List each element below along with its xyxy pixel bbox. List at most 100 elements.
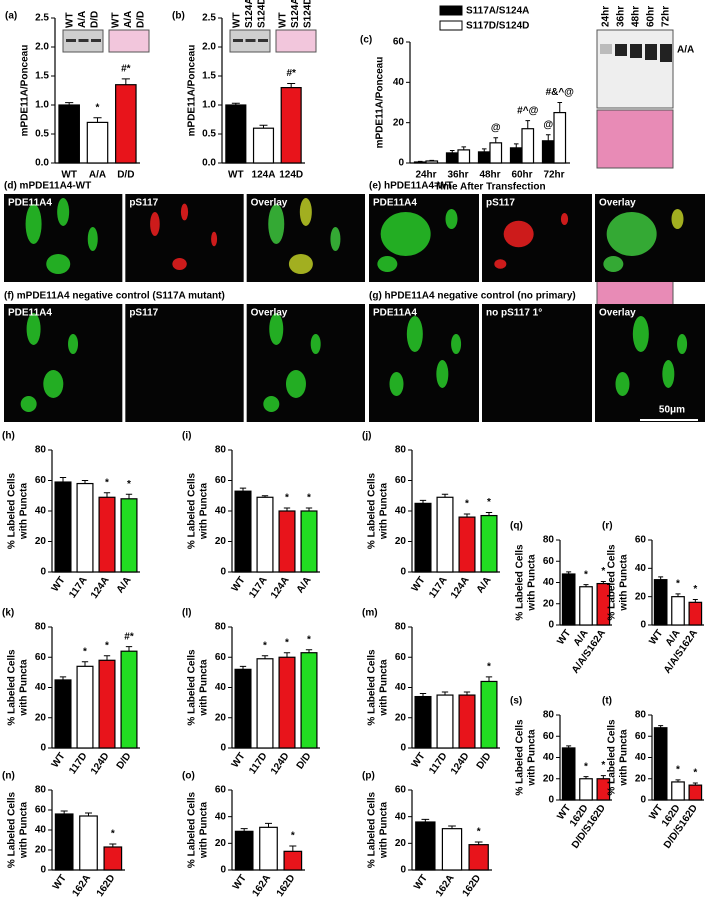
significance-marker: * xyxy=(111,829,115,840)
legend-swatch xyxy=(439,5,463,16)
y-axis-label: with Puncta xyxy=(379,483,390,541)
western-blot xyxy=(596,29,674,109)
cell xyxy=(606,212,657,256)
y-tick-label: 60 xyxy=(395,652,407,663)
error-bar xyxy=(441,493,449,498)
x-tick-label: 162A xyxy=(70,873,93,899)
y-tick-label: 40 xyxy=(543,577,555,588)
y-tick-label: 20 xyxy=(635,591,647,602)
y-tick-label: 60 xyxy=(395,475,407,486)
cell xyxy=(172,258,187,270)
blot-lane-label: WT xyxy=(65,12,76,28)
legend-swatch xyxy=(439,20,463,31)
panel-label: (o) xyxy=(182,771,195,782)
x-tick-label: 124A xyxy=(252,170,276,181)
blot-lane-label: 48hr xyxy=(631,6,642,27)
panel-label: (b) xyxy=(172,11,185,22)
y-tick-label: 2.5 xyxy=(35,13,49,24)
significance-marker: #&^@ xyxy=(546,87,575,98)
y-tick-label: 60 xyxy=(35,475,47,486)
legend-label: S117A/S124A xyxy=(466,6,529,17)
panel-label: (k) xyxy=(2,608,14,619)
bar xyxy=(509,147,523,164)
x-tick-label: 117D xyxy=(247,751,269,776)
cell xyxy=(377,256,398,272)
channel-label: PDE11A4 xyxy=(8,198,52,209)
cell xyxy=(299,198,312,226)
error-bar xyxy=(261,655,269,659)
bar xyxy=(234,668,252,749)
y-tick-label: 0 xyxy=(40,865,46,876)
cell xyxy=(20,396,37,412)
bar xyxy=(115,84,137,164)
error-bar xyxy=(81,480,89,484)
y-tick-label: 60 xyxy=(543,556,555,567)
y-tick-label: 80 xyxy=(215,622,227,633)
x-tick-label: 124D xyxy=(449,751,472,777)
blot-band xyxy=(78,39,89,42)
ponceau-blot xyxy=(108,29,150,53)
error-bar xyxy=(421,818,430,822)
error-bar xyxy=(283,507,291,511)
y-tick-label: 0 xyxy=(400,567,406,578)
channel-label: no pS117 1° xyxy=(486,308,542,319)
significance-marker: * xyxy=(105,477,109,488)
blot-lane-label: S124D xyxy=(257,0,268,28)
error-bar xyxy=(448,825,456,829)
y-axis-label: % Labeled Cells xyxy=(367,791,378,868)
y-tick-label: 80 xyxy=(635,710,647,721)
bar xyxy=(98,659,116,749)
panel-label: (a) xyxy=(5,11,17,22)
x-tick-label: WT xyxy=(230,751,248,770)
error-bar xyxy=(600,775,606,779)
panel-label: (h) xyxy=(2,431,15,442)
y-tick-label: 20 xyxy=(395,838,407,849)
significance-marker: * xyxy=(307,634,311,645)
y-tick-label: 0.0 xyxy=(202,158,216,169)
blot-band xyxy=(66,39,76,42)
error-bar xyxy=(305,649,313,653)
bar xyxy=(436,694,454,749)
y-tick-label: 0 xyxy=(220,567,226,578)
significance-marker: * xyxy=(584,761,588,772)
bar xyxy=(225,104,247,164)
x-tick-label: 72hr xyxy=(543,170,564,181)
error-bar xyxy=(60,810,68,814)
significance-marker: * xyxy=(487,662,491,673)
bar xyxy=(414,695,432,749)
cell xyxy=(269,313,284,345)
cell xyxy=(632,316,649,352)
blot-band xyxy=(630,44,642,58)
error-bar xyxy=(289,845,297,852)
bar xyxy=(256,658,274,749)
channel-label: PDE11A4 xyxy=(373,198,417,209)
y-axis-label: % Labeled Cells xyxy=(187,472,198,549)
panel-label: (i) xyxy=(182,431,191,442)
y-axis-label: with Puncta xyxy=(19,802,30,860)
significance-marker: * xyxy=(291,831,295,842)
error-bar xyxy=(485,676,493,682)
bar xyxy=(413,161,427,164)
bar xyxy=(671,781,685,801)
error-bar xyxy=(264,822,273,828)
y-tick-label: 20 xyxy=(393,117,405,128)
significance-marker: #^@ xyxy=(517,105,538,116)
micrograph xyxy=(482,304,592,422)
x-tick-label: 162D xyxy=(275,873,298,899)
blot-band xyxy=(91,39,101,42)
cell xyxy=(180,203,189,221)
bar xyxy=(278,510,296,573)
x-tick-label: 124A xyxy=(269,575,292,601)
y-axis-label: with Puncta xyxy=(527,729,538,787)
y-tick-label: 60 xyxy=(543,731,555,742)
y-axis-label: with Puncta xyxy=(199,802,210,860)
significance-marker: * xyxy=(96,102,100,113)
bar xyxy=(468,844,489,871)
bar xyxy=(458,694,476,749)
bar xyxy=(457,149,471,164)
error-bar xyxy=(121,78,130,85)
x-tick-label: A/A xyxy=(89,170,106,181)
channel-label: Overlay xyxy=(599,308,636,319)
error-bar xyxy=(583,584,589,587)
y-tick-label: 0 xyxy=(400,865,406,876)
